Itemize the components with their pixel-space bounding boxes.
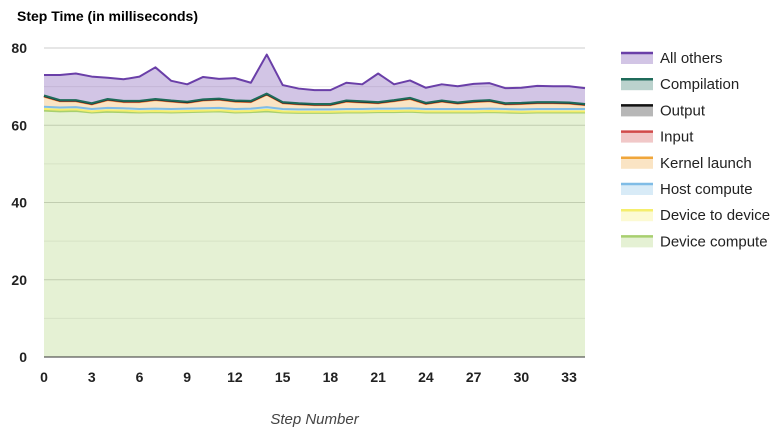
x-tick-label: 12 xyxy=(227,369,243,385)
legend-item: Compilation xyxy=(621,76,739,93)
series-lines xyxy=(43,53,586,114)
x-tick-label: 27 xyxy=(466,369,482,385)
legend-label: Compilation xyxy=(660,76,739,93)
line-device-compute xyxy=(43,109,585,114)
line-device-to-device xyxy=(43,108,585,113)
legend-label: Output xyxy=(660,102,706,119)
x-tick-label: 33 xyxy=(561,369,577,385)
area-device-compute xyxy=(44,110,585,357)
area-kernel-launch xyxy=(44,94,585,110)
area-all-others xyxy=(44,54,585,105)
x-tick-label: 21 xyxy=(370,369,386,385)
gridlines xyxy=(44,47,585,319)
line-compilation xyxy=(43,92,586,106)
legend-item: Device to device xyxy=(621,207,770,224)
x-tick-label: 9 xyxy=(183,369,191,385)
legend-item: Input xyxy=(621,129,694,146)
legend-swatch-fill xyxy=(621,183,653,195)
line-host-compute xyxy=(43,105,585,111)
legend-swatch-fill xyxy=(621,130,653,143)
legend: All others Compilation Output Input Kernel l… xyxy=(621,50,770,250)
x-tick-labels: 0 3 6 9 12 15 18 21 24 27 30 33 xyxy=(40,369,577,385)
y-tick-label: 40 xyxy=(11,195,27,211)
x-tick-label: 0 xyxy=(40,369,48,385)
legend-item: Kernel launch xyxy=(621,155,752,172)
legend-swatch-fill xyxy=(621,235,653,248)
x-tick-label: 6 xyxy=(136,369,144,385)
legend-swatch-fill xyxy=(621,209,653,222)
x-tick-label: 24 xyxy=(418,369,434,385)
chart-title: Step Time (in milliseconds) xyxy=(17,8,199,24)
legend-item: Output xyxy=(621,102,706,119)
x-tick-label: 30 xyxy=(514,369,530,385)
legend-label: Input xyxy=(660,129,694,146)
line-all-others xyxy=(44,53,586,92)
y-tick-label: 80 xyxy=(11,40,27,56)
legend-label: Host compute xyxy=(660,181,753,198)
legend-swatch-fill xyxy=(621,78,653,91)
legend-label: Device to device xyxy=(660,207,770,224)
legend-item: Device compute xyxy=(621,233,768,250)
legend-label: Kernel launch xyxy=(660,155,752,172)
x-axis-title: Step Number xyxy=(270,411,359,428)
legend-item: Host compute xyxy=(621,181,753,198)
legend-item: All others xyxy=(621,50,723,67)
y-tick-label: 0 xyxy=(19,349,27,365)
x-tick-label: 3 xyxy=(88,369,96,385)
y-tick-labels: 0 20 40 60 80 xyxy=(11,40,27,365)
legend-swatch-fill xyxy=(621,156,653,169)
x-tick-label: 18 xyxy=(323,369,339,385)
legend-label: Device compute xyxy=(660,233,768,250)
legend-label: All others xyxy=(660,50,723,67)
legend-swatch-fill xyxy=(621,104,653,117)
y-tick-label: 20 xyxy=(11,272,27,288)
y-tick-label: 60 xyxy=(11,117,27,133)
legend-swatch-fill xyxy=(621,52,653,64)
x-tick-label: 15 xyxy=(275,369,291,385)
